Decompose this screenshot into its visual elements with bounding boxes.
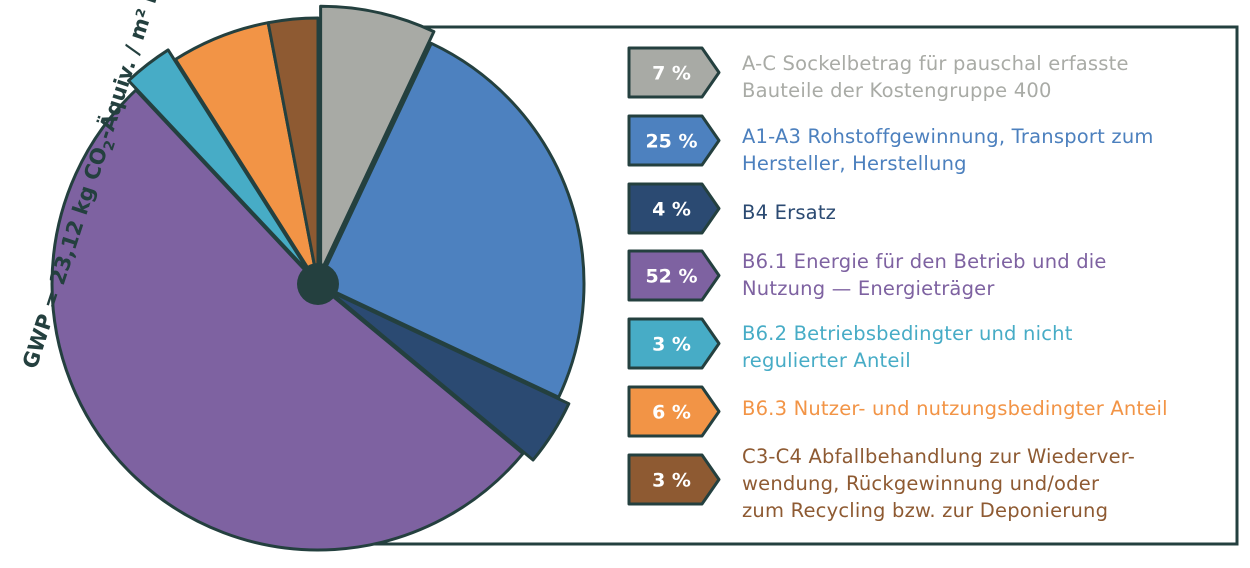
legend-badge-shape [627, 249, 721, 302]
chart-title-subscript: 2 [101, 139, 119, 153]
pie-hub [297, 263, 339, 305]
legend-label-line: B4 Ersatz [742, 201, 837, 224]
legend-label-a-c: A-C Sockelbetrag für pauschal erfasste Ba… [742, 50, 1222, 104]
legend-badge-b4: 4 % [627, 182, 721, 235]
legend-label-b6-1: B6.1 Energie für den Betrieb und die Nutz… [742, 248, 1222, 302]
legend-label-line: C3-C4 Abfallbehandlung zur Wiederver- [742, 445, 1135, 468]
legend-label-line: Bauteile der Kostengruppe 400 [742, 79, 1052, 102]
legend-badges: 7 % 25 % 4 % 52 % 3 % 6 % 3 % [627, 46, 721, 506]
legend-label-line: A-C Sockelbetrag für pauschal erfasste [742, 52, 1129, 75]
legend-badge-a1-a3: 25 % [627, 114, 721, 167]
legend-badge-b6-1: 52 % [627, 249, 721, 302]
legend-badge-value: 3 % [652, 470, 691, 492]
legend-label-a1-a3: A1-A3 Rohstoffgewinnung, Transport zum He… [742, 123, 1222, 177]
legend-badge-b6-3: 6 % [627, 385, 721, 438]
legend-badge-value: 52 % [645, 266, 697, 288]
legend-badge-shape [627, 453, 721, 506]
legend-badge-shape [627, 317, 721, 370]
legend-label-line: wendung, Rückgewinnung und/oder [742, 472, 1100, 495]
pie-slice-b6-2 [127, 48, 313, 277]
pie-slice-c3-c4 [266, 16, 320, 286]
pie-slice-b4 [326, 288, 571, 462]
legend-label-b6-2: B6.2 Betriebsbedingter und nicht regulier… [742, 320, 1222, 374]
legend-label-line: Nutzung — Energieträger [742, 277, 995, 300]
legend-badge-value: 7 % [652, 63, 691, 85]
legend-badge-value: 6 % [652, 402, 691, 424]
legend-badge-value: 3 % [652, 334, 691, 356]
legend-label-line: zum Recycling bzw. zur Deponierung [742, 499, 1109, 522]
legend-badge-shape [627, 385, 721, 438]
legend-label-line: B6.3 Nutzer- und nutzungsbedingter Antei… [742, 397, 1168, 420]
legend-badge-shape [627, 46, 721, 99]
pie-slice-b6-1 [50, 88, 525, 552]
legend-badge-b6-2: 3 % [627, 317, 721, 370]
legend-badge-shape [627, 182, 721, 235]
legend-badge-c3-c4: 3 % [627, 453, 721, 506]
legend-label-b4: B4 Ersatz [742, 199, 1222, 226]
legend-label-line: A1-A3 Rohstoffgewinnung, Transport zum [742, 125, 1154, 148]
legend-badge-shape [627, 114, 721, 167]
legend-label-b6-3: B6.3 Nutzer- und nutzungsbedingter Antei… [742, 395, 1222, 422]
legend-badge-a-c: 7 % [627, 46, 721, 99]
legend-label-line: regulierter Anteil [742, 349, 911, 372]
legend-badge-value: 4 % [652, 199, 691, 221]
legend-badge-value: 25 % [645, 131, 697, 153]
legend-label-line: B6.2 Betriebsbedingter und nicht [742, 322, 1073, 345]
pie-slice-a-c [319, 4, 436, 274]
legend-label-c3-c4: C3-C4 Abfallbehandlung zur Wiederver-wen… [742, 443, 1222, 524]
pie-slices [50, 4, 586, 552]
legend-label-line: B6.1 Energie für den Betrieb und die [742, 250, 1107, 273]
legend-label-line: Hersteller, Herstellung [742, 152, 967, 175]
pie-slice-a1-a3 [316, 41, 586, 399]
